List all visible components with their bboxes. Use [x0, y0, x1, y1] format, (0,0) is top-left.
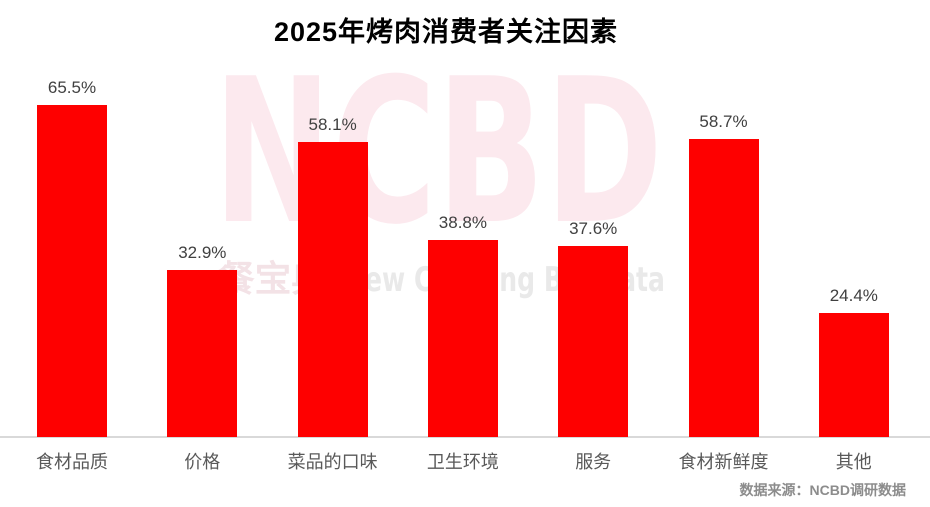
category-label: 食材品质	[36, 452, 108, 472]
category-label: 价格	[184, 452, 221, 472]
bar	[558, 246, 629, 437]
bar-value-label: 58.7%	[699, 112, 748, 131]
x-axis-line	[0, 436, 930, 438]
bar-value-label: 65.5%	[47, 78, 97, 97]
bar	[818, 313, 889, 437]
bar	[427, 240, 498, 437]
category-label: 菜品的口味	[287, 452, 378, 472]
bar-value-label: 58.1%	[308, 115, 357, 134]
bar-value-label: 24.4%	[829, 286, 878, 305]
bar-value-label: 38.8%	[438, 213, 487, 232]
bar	[37, 105, 107, 437]
bar-value-label: 32.9%	[178, 243, 227, 262]
bar	[167, 270, 238, 437]
ncbd-watermark-text: NCBD	[213, 36, 663, 269]
bar-value-label: 37.6%	[569, 219, 618, 238]
category-label: 卫生环境	[426, 452, 499, 472]
bar	[688, 139, 759, 437]
data-source-note: 数据来源：NCBD调研数据	[739, 482, 906, 498]
chart-title: 2025年烤肉消费者关注因素	[273, 17, 619, 47]
category-label: 服务	[575, 452, 612, 472]
bar	[297, 142, 368, 437]
category-label: 其他	[835, 452, 872, 472]
category-label: 食材新鲜度	[678, 452, 769, 472]
